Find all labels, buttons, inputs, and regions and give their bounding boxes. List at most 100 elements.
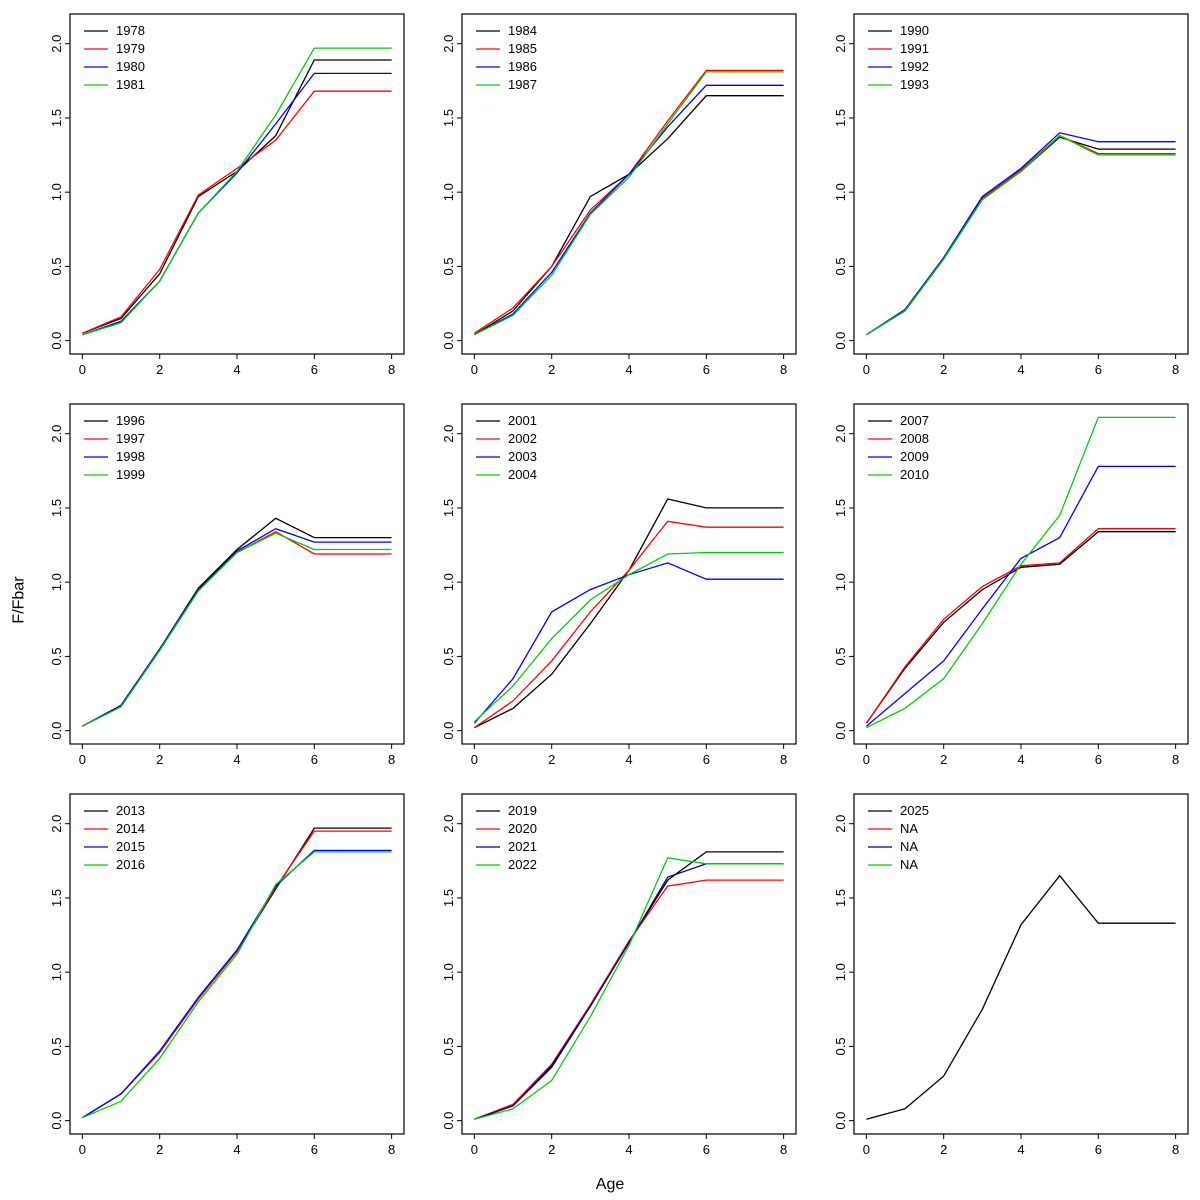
y-tick-label: 0.5	[441, 1037, 456, 1055]
x-tick-label: 8	[388, 752, 395, 767]
y-tick-label: 0.0	[49, 722, 64, 740]
y-axis-label: F/Fbar	[10, 576, 28, 624]
x-tick-label: 2	[940, 362, 947, 377]
x-tick-label: 2	[940, 752, 947, 767]
x-tick-label: 8	[1172, 752, 1179, 767]
x-tick-label: 8	[780, 752, 787, 767]
chart-panel-2007-2010: 0 2 4 6 8 0.0 0.5 1.0 1.5 2.0 2007 2008 2009 2010	[833, 403, 1189, 767]
x-tick-label: 2	[548, 752, 555, 767]
x-tick-label: 8	[780, 1142, 787, 1157]
series-line	[474, 879, 784, 1120]
legend-label: 2014	[116, 821, 145, 836]
y-tick-label: 1.0	[49, 963, 64, 981]
x-tick-label: 6	[311, 362, 318, 377]
x-tick-label: 6	[703, 752, 710, 767]
y-tick-label: 2.0	[49, 815, 64, 833]
series-line	[474, 84, 784, 336]
legend-label: 1985	[508, 41, 537, 56]
series-line	[473, 551, 784, 723]
legend-label: 1996	[116, 413, 145, 428]
y-tick-label: 2.0	[833, 815, 848, 833]
y-tick-label: 1.5	[833, 109, 848, 127]
legend-label: 1993	[900, 77, 929, 92]
y-tick-label: 1.0	[441, 573, 456, 591]
x-tick-label: 0	[863, 752, 870, 767]
legend-label: 1981	[116, 77, 145, 92]
x-tick-label: 4	[1017, 752, 1024, 767]
series-line	[82, 532, 392, 727]
chart-panel-2001-2004: 0 2 4 6 8 0.0 0.5 1.0 1.5 2.0 2001 2002 2003 2004	[441, 403, 797, 767]
series-line	[82, 830, 392, 1119]
y-tick-label: 2.0	[441, 35, 456, 53]
legend-label: 2008	[900, 431, 929, 446]
x-tick-label: 8	[388, 1142, 395, 1157]
y-tick-label: 0.5	[833, 647, 848, 665]
legend-label: 2021	[508, 839, 537, 854]
x-tick-label: 0	[79, 752, 86, 767]
legend-label: 2020	[508, 821, 537, 836]
legend-label: 1990	[900, 23, 929, 38]
x-tick-label: 6	[311, 752, 318, 767]
x-tick-label: 4	[1017, 1142, 1024, 1157]
x-tick-label: 6	[703, 362, 710, 377]
series-line	[474, 863, 784, 1120]
series-line	[474, 520, 784, 729]
y-tick-label: 0.5	[441, 647, 456, 665]
legend-label: 2010	[900, 467, 929, 482]
x-tick-label: 4	[625, 752, 632, 767]
x-axis-label: Age	[595, 1176, 625, 1193]
x-tick-label: 0	[863, 1142, 870, 1157]
x-tick-label: 4	[233, 1142, 240, 1157]
x-tick-label: 2	[548, 1142, 555, 1157]
series-line	[473, 562, 784, 724]
chart-panel-1996-1999: 0 2 4 6 8 0.0 0.5 1.0 1.5 2.0 1996 1997 1998 1999	[49, 403, 405, 767]
legend-label: NA	[900, 857, 918, 872]
y-tick-label: 1.0	[833, 963, 848, 981]
x-tick-label: 8	[1172, 362, 1179, 377]
x-tick-label: 6	[1095, 1142, 1102, 1157]
legend-label: NA	[900, 839, 918, 854]
y-tick-label: 1.5	[49, 109, 64, 127]
y-tick-label: 0.0	[441, 1112, 456, 1130]
legend-label: 1986	[508, 59, 537, 74]
series-line	[82, 530, 392, 727]
x-tick-label: 4	[233, 362, 240, 377]
series-line	[866, 134, 1176, 336]
x-tick-label: 0	[471, 362, 478, 377]
y-tick-label: 1.5	[833, 499, 848, 517]
x-tick-label: 0	[79, 362, 86, 377]
y-tick-label: 0.0	[49, 1112, 64, 1130]
y-tick-label: 0.5	[441, 257, 456, 275]
series-line	[474, 851, 784, 1120]
legend-label: 1992	[900, 59, 929, 74]
chart-panel-1984-1987: 0 2 4 6 8 0.0 0.5 1.0 1.5 2.0 1984 1985 1986 1987	[441, 13, 797, 377]
y-tick-label: 0.0	[441, 722, 456, 740]
y-tick-label: 0.0	[833, 332, 848, 350]
y-tick-label: 1.0	[49, 183, 64, 201]
x-tick-label: 0	[863, 362, 870, 377]
x-tick-label: 4	[233, 752, 240, 767]
series-line	[474, 71, 784, 336]
series-line	[865, 531, 1176, 724]
x-tick-label: 2	[156, 362, 163, 377]
chart-grid: 0 2 4 6 8 0.0 0.5 1.0 1.5 2.0 1978 1979 1980 1981 0 2 4…	[22, 2, 1198, 1172]
y-tick-label: 1.5	[49, 499, 64, 517]
chart-panel-1990-1993: 0 2 4 6 8 0.0 0.5 1.0 1.5 2.0 1990 1991 1992 1993	[833, 13, 1189, 377]
x-tick-label: 2	[940, 1142, 947, 1157]
y-tick-label: 1.5	[833, 889, 848, 907]
y-tick-label: 1.0	[833, 573, 848, 591]
x-tick-label: 6	[703, 1142, 710, 1157]
legend-label: 1999	[116, 467, 145, 482]
y-tick-label: 1.5	[441, 499, 456, 517]
y-tick-label: 1.5	[441, 889, 456, 907]
y-tick-label: 1.0	[49, 573, 64, 591]
x-tick-label: 4	[1017, 362, 1024, 377]
series-line	[866, 136, 1176, 336]
chart-panel-2025: 0 2 4 6 8 0.0 0.5 1.0 1.5 2.0 2025 NA NA NA	[833, 793, 1189, 1157]
legend-label: 2015	[116, 839, 145, 854]
x-tick-label: 2	[548, 362, 555, 377]
series-line	[82, 59, 392, 334]
legend-label: 1984	[508, 23, 537, 38]
y-tick-label: 1.0	[441, 963, 456, 981]
